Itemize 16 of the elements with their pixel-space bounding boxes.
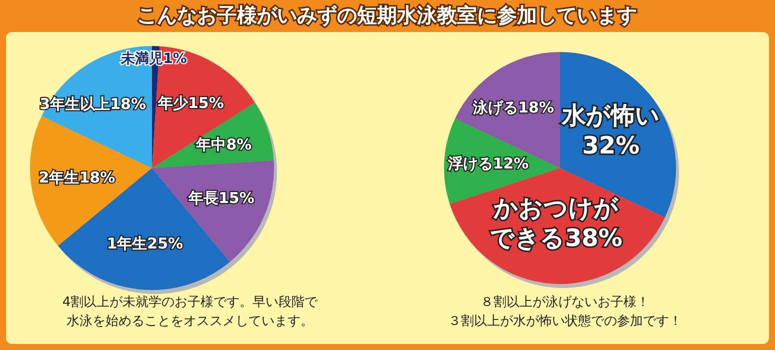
slice-label: 年中8% (195, 136, 252, 154)
slice-label: 年少15% (157, 94, 224, 112)
slice-label: 年長15% (187, 189, 254, 208)
text: 4割以上が未就学のお子様です。早い段階で (62, 295, 319, 310)
slice-label: 未満児1% (120, 51, 187, 68)
text: ３割以上が水が怖い状態での参加です！ (448, 314, 682, 329)
slice-label: 2年生18% (38, 168, 116, 186)
slice-label: 浮ける12% (446, 154, 529, 172)
text: 水泳を始めることをオススメしています。 (66, 313, 314, 329)
slice-label: 1年生25% (106, 234, 184, 252)
slice-label: かおつけができる38% (490, 194, 622, 252)
slice-label: 泳げる18% (472, 98, 554, 116)
text: こんなお子様がいみずの短期水泳教室に参加しています (137, 3, 637, 27)
text: ８割以上が泳げないお子様！ (480, 294, 650, 310)
slice-label: 水が怖い (560, 102, 660, 130)
data-label: 32% (582, 132, 640, 160)
